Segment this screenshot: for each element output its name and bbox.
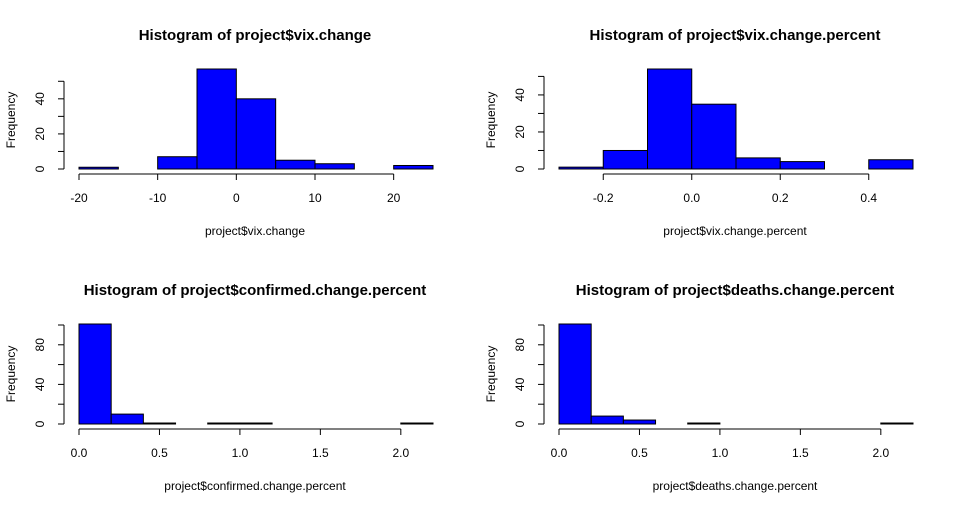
y-tick-label: 0 — [513, 420, 527, 427]
x-tick-label: 0.2 — [772, 191, 789, 205]
y-tick-label: 40 — [33, 92, 47, 106]
x-axis-label: project$confirmed.change.percent — [164, 479, 346, 493]
histogram-bar — [275, 159, 316, 170]
y-tick-label: 40 — [513, 377, 527, 391]
x-tick-label: 20 — [387, 191, 401, 205]
histogram-bar — [400, 422, 434, 425]
x-tick-label: -20 — [70, 191, 88, 205]
x-tick-label: 2.0 — [392, 446, 409, 460]
histogram-bar — [393, 164, 434, 170]
histogram-bar — [207, 422, 241, 425]
y-axis-label: Frequency — [484, 92, 498, 149]
histogram-bar — [687, 422, 721, 425]
histogram-bar — [235, 98, 277, 170]
y-tick-label: 40 — [513, 88, 527, 102]
histogram-bar — [622, 419, 657, 425]
histogram-bar — [647, 68, 693, 170]
y-tick-label: 40 — [33, 377, 47, 391]
x-axis-label: project$vix.change — [205, 224, 305, 238]
chart-title: Histogram of project$confirmed.change.pe… — [84, 282, 427, 299]
y-axis-label: Frequency — [484, 346, 498, 403]
histogram-panel-vix-change: Histogram of project$vix.change project$… — [4, 27, 434, 238]
histogram-bar — [78, 166, 119, 170]
x-tick-label: 1.5 — [312, 446, 329, 460]
histogram-panel-vix-change-percent: Histogram of project$vix.change.percent … — [484, 27, 914, 238]
histogram-panel-deaths-change-percent: Histogram of project$deaths.change.perce… — [484, 282, 914, 493]
x-tick-label: 0.5 — [151, 446, 168, 460]
histogram-panel-confirmed-change-percent: Histogram of project$confirmed.change.pe… — [4, 282, 434, 493]
x-tick-label: 1.0 — [712, 446, 729, 460]
y-tick-label: 80 — [33, 338, 47, 352]
x-tick-label: 0.4 — [860, 191, 877, 205]
histogram-bar — [142, 422, 177, 425]
x-tick-label: 0.0 — [683, 191, 700, 205]
histogram-bar — [110, 413, 144, 425]
x-tick-label: -10 — [149, 191, 167, 205]
x-axis-label: project$vix.change.percent — [663, 224, 807, 238]
histogram-bar — [239, 422, 273, 425]
y-tick-label: 0 — [513, 165, 527, 172]
histogram-bar — [196, 68, 237, 170]
y-tick-label: 20 — [513, 125, 527, 139]
histogram-bar — [779, 161, 825, 170]
histogram-bar — [558, 166, 604, 170]
y-axis-label: Frequency — [4, 346, 18, 403]
y-axis-label: Frequency — [4, 92, 18, 149]
x-tick-label: -0.2 — [593, 191, 614, 205]
histogram-bar — [602, 149, 648, 170]
histogram-bar — [735, 157, 781, 170]
x-tick-label: 10 — [308, 191, 322, 205]
histogram-bar — [691, 103, 737, 170]
x-tick-label: 0.0 — [71, 446, 88, 460]
y-tick-label: 0 — [33, 420, 47, 427]
x-tick-label: 0 — [233, 191, 240, 205]
x-tick-label: 0.0 — [551, 446, 568, 460]
chart-title: Histogram of project$deaths.change.perce… — [576, 282, 894, 299]
y-tick-label: 20 — [33, 127, 47, 141]
histogram-bar — [157, 156, 198, 170]
histogram-bar — [314, 163, 355, 170]
histogram-bar — [558, 323, 592, 425]
x-axis-label: project$deaths.change.percent — [653, 479, 818, 493]
chart-title: Histogram of project$vix.change — [139, 27, 372, 44]
x-tick-label: 1.0 — [232, 446, 249, 460]
y-tick-label: 80 — [513, 338, 527, 352]
x-tick-label: 0.5 — [631, 446, 648, 460]
histogram-bar — [868, 159, 914, 170]
y-tick-label: 0 — [33, 165, 47, 172]
x-tick-label: 2.0 — [872, 446, 889, 460]
x-tick-label: 1.5 — [792, 446, 809, 460]
histogram-bar — [880, 422, 914, 425]
histogram-bar — [78, 323, 112, 425]
chart-title: Histogram of project$vix.change.percent — [590, 27, 881, 44]
histogram-bar — [590, 415, 624, 425]
